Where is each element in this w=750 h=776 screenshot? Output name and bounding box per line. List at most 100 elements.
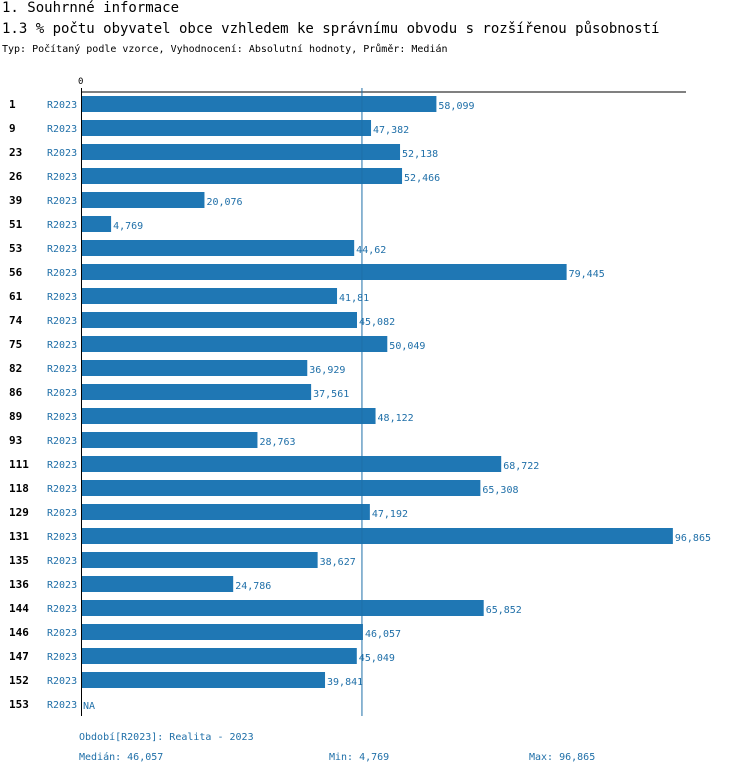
bar [82, 504, 370, 520]
chart-title: 1.3 % počtu obyvatel obce vzhledem ke sp… [2, 21, 660, 37]
value-label: 65,308 [482, 485, 518, 496]
value-label: 68,722 [503, 461, 539, 472]
value-label: 37,561 [313, 389, 349, 400]
bar [82, 480, 481, 496]
bar [82, 408, 376, 424]
value-label: 50,049 [389, 341, 425, 352]
period-label: R2023 [47, 100, 77, 111]
value-label: 20,076 [206, 197, 242, 208]
bar [82, 624, 363, 640]
category-label: 82 [9, 362, 22, 375]
period-label: R2023 [47, 508, 77, 519]
value-label: 58,099 [438, 101, 474, 112]
category-label: 129 [9, 506, 29, 519]
period-label: R2023 [47, 340, 77, 351]
value-label: 28,763 [259, 437, 295, 448]
bar [82, 240, 355, 256]
value-label: 44,62 [356, 245, 386, 256]
value-label: 47,382 [373, 125, 409, 136]
bar [82, 264, 567, 280]
value-label: 38,627 [320, 557, 356, 568]
axis-zero-label: 0 [78, 77, 83, 87]
period-label: R2023 [47, 220, 77, 231]
category-label: 136 [9, 578, 29, 591]
footer-median: Medián: 46,057 [79, 752, 164, 763]
category-label: 131 [9, 530, 29, 543]
period-label: R2023 [47, 172, 77, 183]
period-label: R2023 [47, 556, 77, 567]
bar [82, 648, 357, 664]
chart-meta: Typ: Počítaný podle vzorce, Vyhodnocení:… [2, 44, 448, 55]
category-label: 111 [9, 458, 29, 471]
category-label: 135 [9, 554, 29, 567]
category-label: 93 [9, 434, 22, 447]
footer-max: Max: 96,865 [529, 752, 596, 763]
category-label: 23 [9, 146, 22, 159]
category-label: 74 [9, 314, 23, 327]
category-label: 61 [9, 290, 23, 303]
value-label: 52,138 [402, 149, 438, 160]
value-label: 39,841 [327, 677, 363, 688]
category-label: 39 [9, 194, 22, 207]
bar [82, 672, 326, 688]
footer-min: Min: 4,769 [329, 752, 390, 763]
value-label: 47,192 [372, 509, 408, 520]
bar [82, 216, 112, 232]
value-label: 96,865 [675, 533, 711, 544]
period-label: R2023 [47, 676, 77, 687]
bar [82, 360, 308, 376]
category-label: 56 [9, 266, 23, 279]
value-label: 41,81 [339, 293, 369, 304]
category-label: 1 [9, 98, 16, 111]
value-label: 4,769 [113, 221, 143, 232]
period-label: R2023 [47, 244, 77, 255]
bar [82, 384, 312, 400]
category-label: 26 [9, 170, 23, 183]
value-label: 48,122 [378, 413, 414, 424]
period-label: R2023 [47, 604, 77, 615]
period-label: R2023 [47, 460, 77, 471]
category-label: 53 [9, 242, 22, 255]
period-label: R2023 [47, 388, 77, 399]
period-label: R2023 [47, 580, 77, 591]
bar [82, 168, 403, 184]
value-label: NA [83, 701, 95, 712]
bar [82, 192, 205, 208]
bar [82, 528, 673, 544]
bar [82, 576, 234, 592]
value-label: 46,057 [365, 629, 401, 640]
category-label: 9 [9, 122, 16, 135]
value-label: 52,466 [404, 173, 440, 184]
period-label: R2023 [47, 652, 77, 663]
period-label: R2023 [47, 484, 77, 495]
bar [82, 552, 318, 568]
category-label: 51 [9, 218, 23, 231]
value-label: 24,786 [235, 581, 271, 592]
period-label: R2023 [47, 412, 77, 423]
category-label: 144 [9, 602, 29, 615]
bar [82, 120, 372, 136]
category-label: 75 [9, 338, 22, 351]
period-label: R2023 [47, 364, 77, 375]
category-label: 86 [9, 386, 23, 399]
value-label: 36,929 [309, 365, 345, 376]
value-label: 79,445 [569, 269, 605, 280]
value-label: 45,049 [359, 653, 395, 664]
footer-period: Období[R2023]: Realita - 2023 [79, 732, 254, 743]
bar [82, 96, 437, 112]
bar [82, 600, 484, 616]
period-label: R2023 [47, 148, 77, 159]
section-heading: 1. Souhrnné informace [2, 0, 180, 16]
period-label: R2023 [47, 268, 77, 279]
bar [82, 288, 338, 304]
category-label: 89 [9, 410, 22, 423]
category-label: 146 [9, 626, 29, 639]
bar [82, 312, 358, 328]
period-label: R2023 [47, 628, 77, 639]
period-label: R2023 [47, 124, 77, 135]
period-label: R2023 [47, 436, 77, 447]
category-label: 147 [9, 650, 29, 663]
period-label: R2023 [47, 196, 77, 207]
value-label: 45,082 [359, 317, 395, 328]
